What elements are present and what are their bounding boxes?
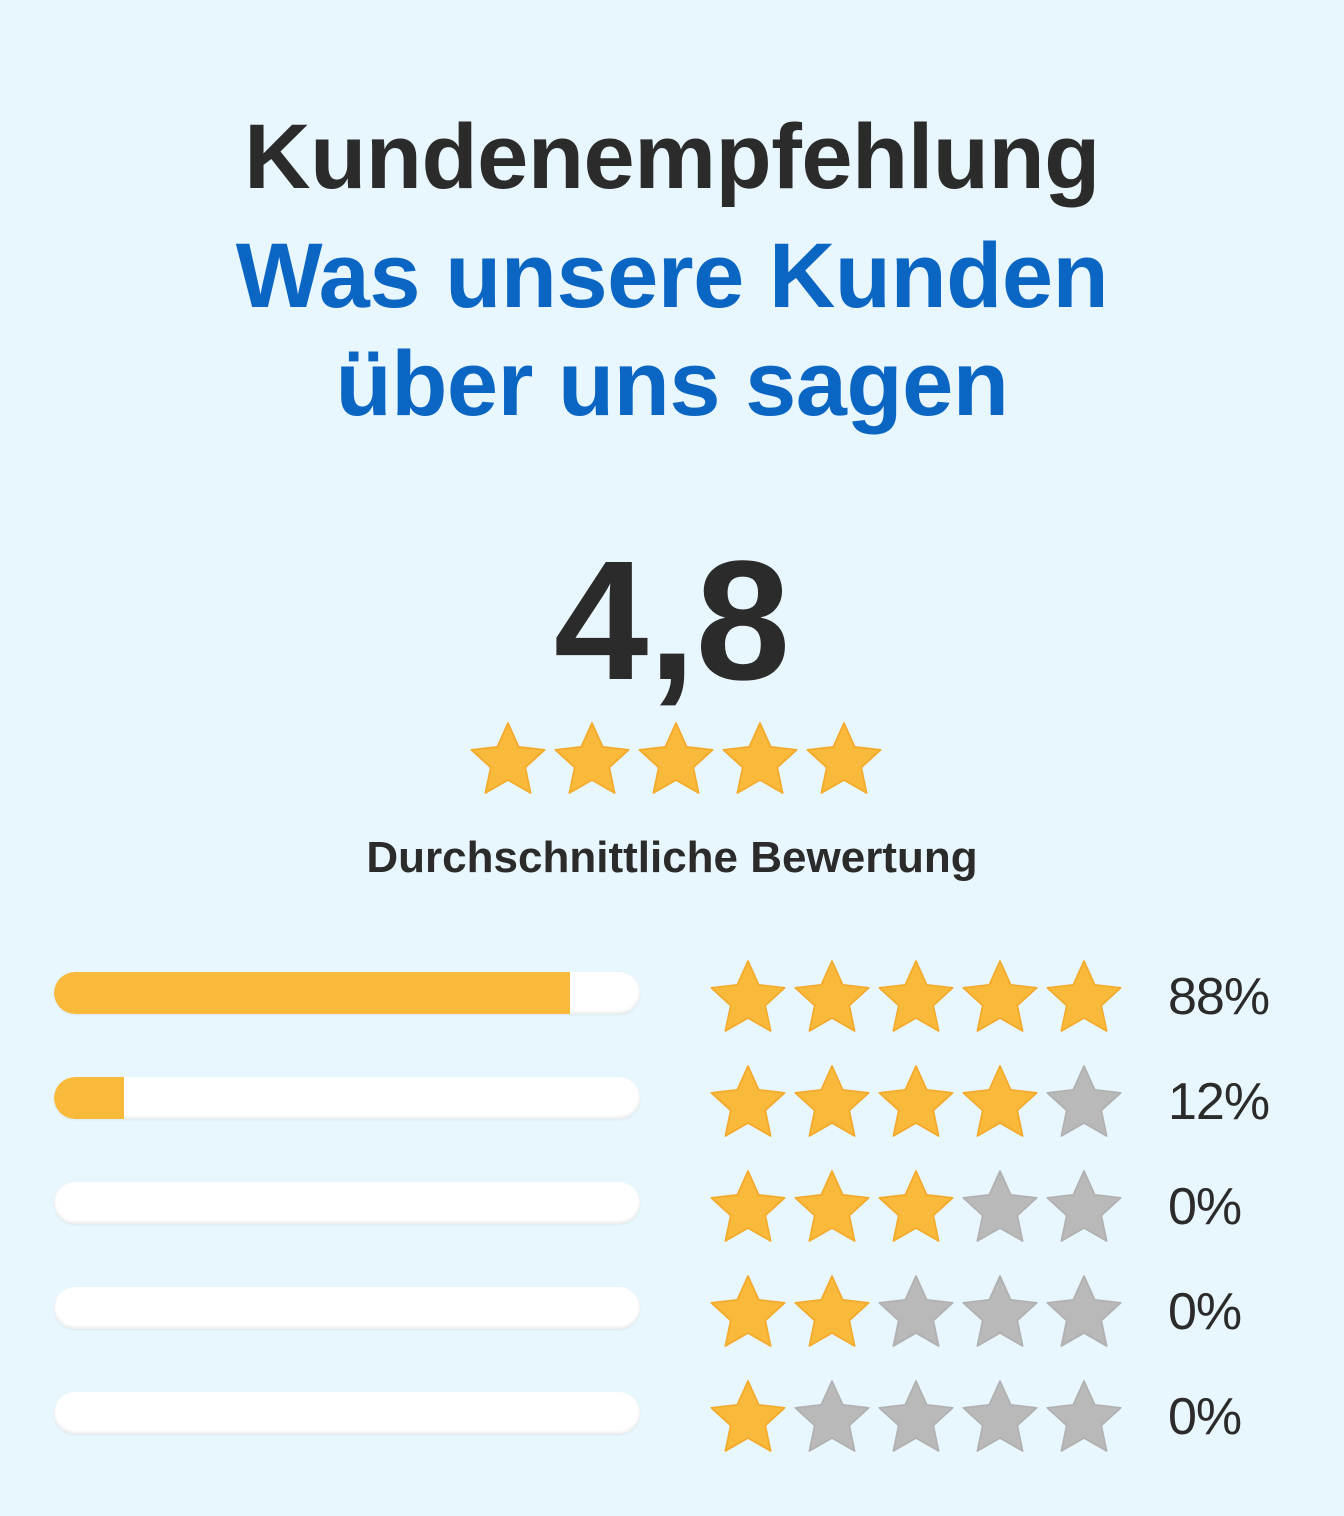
star-empty-icon (1042, 1376, 1126, 1456)
star-filled-icon (466, 718, 550, 798)
rating-row-3: 0% (0, 1164, 1344, 1254)
star-empty-icon (958, 1376, 1042, 1456)
star-filled-icon (790, 956, 874, 1036)
star-empty-icon (1042, 1271, 1126, 1351)
star-empty-icon (790, 1376, 874, 1456)
rating-row-stars (706, 1376, 1126, 1456)
page-title: Kundenempfehlung (244, 106, 1100, 208)
star-filled-icon (790, 1166, 874, 1246)
star-filled-icon (634, 718, 718, 798)
star-filled-icon (1042, 956, 1126, 1036)
subtitle-line-1: Was unsere Kunden (235, 225, 1109, 327)
page-subtitle: Was unsere Kunden über uns sagen (0, 222, 1344, 438)
star-filled-icon (790, 1271, 874, 1351)
rating-percent: 0% (1168, 1178, 1242, 1236)
star-filled-icon (706, 1376, 790, 1456)
star-filled-icon (958, 1061, 1042, 1141)
star-filled-icon (958, 956, 1042, 1036)
rating-bar-track (54, 1287, 640, 1329)
star-filled-icon (874, 1166, 958, 1246)
rating-row-5: 88% (0, 954, 1344, 1044)
rating-percent: 0% (1168, 1283, 1242, 1341)
rating-bar-track (54, 1077, 640, 1119)
star-empty-icon (958, 1166, 1042, 1246)
star-filled-icon (706, 1061, 790, 1141)
star-empty-icon (1042, 1166, 1126, 1246)
star-filled-icon (874, 1061, 958, 1141)
rating-row-stars (706, 1061, 1126, 1141)
star-filled-icon (874, 956, 958, 1036)
star-filled-icon (706, 1166, 790, 1246)
average-score: 4,8 (553, 526, 791, 716)
rating-row-stars (706, 1271, 1126, 1351)
rating-row-stars (706, 956, 1126, 1036)
star-filled-icon (802, 718, 886, 798)
star-empty-icon (874, 1376, 958, 1456)
rating-row-2: 0% (0, 1269, 1344, 1359)
star-filled-icon (706, 1271, 790, 1351)
rating-bar-fill (54, 972, 570, 1014)
average-label: Durchschnittliche Bewertung (366, 833, 978, 882)
rating-bar-track (54, 1182, 640, 1224)
rating-row-4: 12% (0, 1059, 1344, 1149)
star-filled-icon (790, 1061, 874, 1141)
rating-bar-track (54, 1392, 640, 1434)
star-filled-icon (550, 718, 634, 798)
rating-bar-fill (54, 1077, 125, 1119)
subtitle-line-2: über uns sagen (335, 333, 1009, 435)
average-stars (466, 718, 886, 798)
rating-row-stars (706, 1166, 1126, 1246)
star-empty-icon (958, 1271, 1042, 1351)
star-empty-icon (1042, 1061, 1126, 1141)
rating-percent: 0% (1168, 1388, 1242, 1446)
rating-percent: 88% (1168, 968, 1270, 1026)
rating-bar-track (54, 972, 640, 1014)
star-empty-icon (874, 1271, 958, 1351)
star-filled-icon (718, 718, 802, 798)
star-filled-icon (706, 956, 790, 1036)
rating-percent: 12% (1168, 1073, 1270, 1131)
rating-row-1: 0% (0, 1374, 1344, 1464)
